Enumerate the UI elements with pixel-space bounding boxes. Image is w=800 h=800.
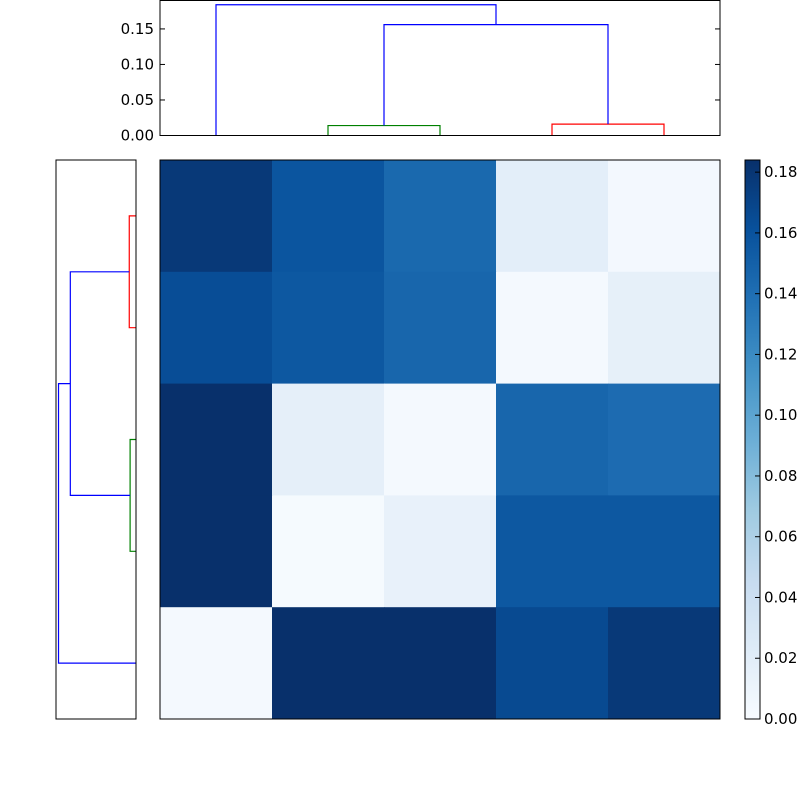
colorbar-tick-label-6: 0.12 xyxy=(764,345,797,363)
heatmap-cell-r1-c3 xyxy=(496,271,609,385)
heatmap-cell-r2-c4 xyxy=(608,383,721,496)
heatmap-cell-r4-c0 xyxy=(160,607,273,720)
heatmap-cell-r0-c2 xyxy=(384,160,497,273)
top-dendrogram: 0.00 0.05 0.10 0.15 xyxy=(121,0,721,145)
left-dendrogram-link-2 xyxy=(69,271,131,496)
colorbar-tick-label-2: 0.04 xyxy=(764,588,797,606)
top-dendrogram-tick-label-1: 0.05 xyxy=(121,91,154,109)
heatmap-cell-r3-c3 xyxy=(496,495,609,608)
top-dendrogram-frame xyxy=(159,0,721,136)
heatmap-cells xyxy=(160,160,721,720)
top-dendrogram-links xyxy=(215,4,665,136)
heatmap-cell-r2-c1 xyxy=(272,383,385,496)
heatmap-cell-r1-c1 xyxy=(272,271,385,385)
left-dendrogram-link-0 xyxy=(128,215,136,329)
left-dendrogram-link-3 xyxy=(57,383,136,664)
colorbar-frame xyxy=(744,159,761,720)
heatmap-cell-r3-c2 xyxy=(384,495,497,608)
heatmap-cell-r0-c3 xyxy=(496,160,609,273)
heatmap-frame xyxy=(159,159,721,720)
left-dendrogram-link-1 xyxy=(129,438,136,552)
heatmap-cell-r0-c4 xyxy=(608,160,721,273)
colorbar-tick-label-7: 0.14 xyxy=(764,285,797,303)
heatmap-cell-r3-c0 xyxy=(160,495,273,608)
colorbar-tick-label-9: 0.18 xyxy=(764,163,797,181)
colorbar-tick-label-4: 0.08 xyxy=(764,467,797,485)
colorbar-tick-label-3: 0.06 xyxy=(764,528,797,546)
heatmap-cell-r4-c3 xyxy=(496,607,609,720)
top-dendrogram-tick-label-0: 0.00 xyxy=(121,127,154,145)
heatmap xyxy=(159,159,721,720)
top-dendrogram-link-3 xyxy=(215,4,497,136)
heatmap-cell-r2-c0 xyxy=(160,383,273,496)
colorbar-tick-label-0: 0.00 xyxy=(764,710,797,728)
top-dendrogram-tick-label-3: 0.15 xyxy=(121,20,154,38)
top-dendrogram-link-0 xyxy=(327,124,441,136)
top-dendrogram-y-ticks: 0.00 0.05 0.10 0.15 xyxy=(121,20,720,145)
colorbar-tick-label-1: 0.02 xyxy=(764,649,797,667)
top-dendrogram-link-2 xyxy=(383,24,609,126)
heatmap-cell-r2-c3 xyxy=(496,383,609,496)
left-dendrogram-frame xyxy=(55,159,137,720)
heatmap-cell-r3-c1 xyxy=(272,495,385,608)
top-dendrogram-tick-label-2: 0.10 xyxy=(121,55,154,73)
heatmap-cell-r0-c1 xyxy=(272,160,385,273)
left-dendrogram-links xyxy=(57,215,136,664)
top-dendrogram-link-1 xyxy=(551,123,665,136)
heatmap-cell-r2-c2 xyxy=(384,383,497,496)
left-dendrogram xyxy=(55,159,137,720)
heatmap-cell-r4-c2 xyxy=(384,607,497,720)
heatmap-cell-r1-c0 xyxy=(160,271,273,385)
colorbar-gradient xyxy=(745,160,760,719)
heatmap-cell-r4-c1 xyxy=(272,607,385,720)
colorbar-tick-label-8: 0.16 xyxy=(764,224,797,242)
heatmap-cell-r1-c4 xyxy=(608,271,721,385)
heatmap-cell-r1-c2 xyxy=(384,271,497,385)
heatmap-cell-r0-c0 xyxy=(160,160,273,273)
colorbar: 0.00 0.02 0.04 0.06 0.08 0.10 0.12 0.14 0.16 0.18 xyxy=(744,159,797,728)
colorbar-ticks: 0.00 0.02 0.04 0.06 0.08 0.10 0.12 0.14 0.16 0.18 xyxy=(755,163,797,728)
colorbar-tick-label-5: 0.10 xyxy=(764,406,797,424)
heatmap-cell-r4-c4 xyxy=(608,607,721,720)
heatmap-cell-r3-c4 xyxy=(608,495,721,608)
